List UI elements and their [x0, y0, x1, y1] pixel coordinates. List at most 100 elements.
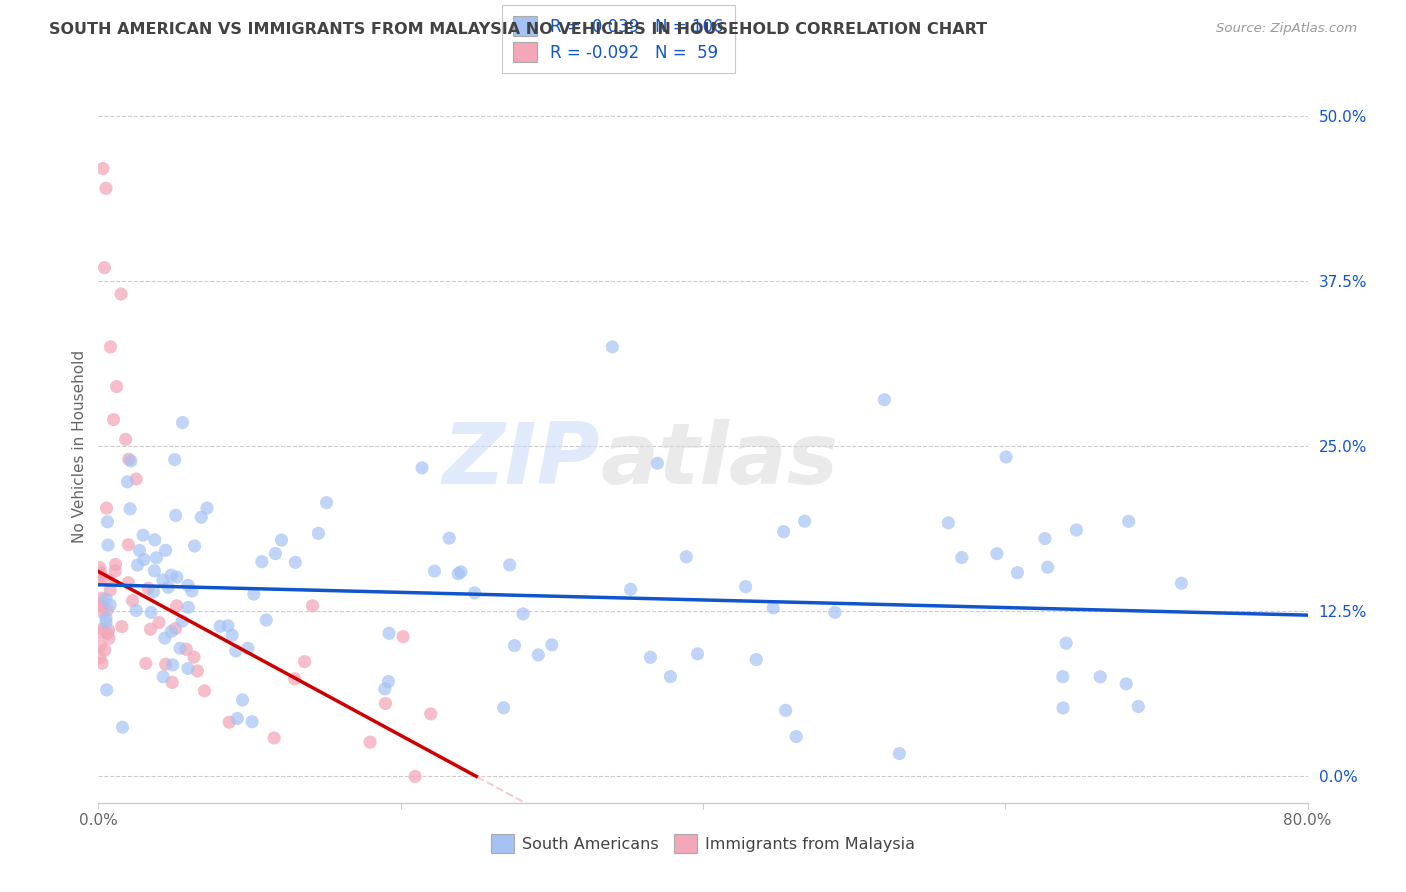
- Point: [160, 624, 183, 639]
- Point: [392, 630, 415, 644]
- Point: [745, 652, 768, 666]
- Point: [125, 472, 148, 486]
- Point: [89, 650, 111, 665]
- Point: [169, 641, 191, 656]
- Point: [936, 516, 959, 530]
- Point: [374, 697, 396, 711]
- Point: [177, 661, 200, 675]
- Point: [110, 287, 132, 301]
- Point: [97, 623, 120, 637]
- Point: [152, 573, 174, 587]
- Point: [503, 639, 526, 653]
- Point: [374, 681, 396, 696]
- Point: [1090, 670, 1112, 684]
- Point: [734, 580, 756, 594]
- Point: [166, 570, 188, 584]
- Point: [91, 622, 114, 636]
- Point: [125, 603, 148, 617]
- Point: [464, 586, 486, 600]
- Point: [111, 720, 134, 734]
- Point: [91, 161, 114, 176]
- Point: [139, 606, 162, 620]
- Point: [90, 626, 112, 640]
- Point: [377, 674, 399, 689]
- Point: [1052, 701, 1074, 715]
- Text: SOUTH AMERICAN VS IMMIGRANTS FROM MALAYSIA NO VEHICLES IN HOUSEHOLD CORRELATION : SOUTH AMERICAN VS IMMIGRANTS FROM MALAYS…: [49, 22, 987, 37]
- Point: [114, 433, 136, 447]
- Point: [950, 550, 973, 565]
- Point: [190, 510, 212, 524]
- Point: [686, 647, 709, 661]
- Point: [172, 614, 194, 628]
- Point: [659, 670, 682, 684]
- Point: [772, 524, 794, 539]
- Point: [785, 730, 807, 744]
- Point: [181, 584, 204, 599]
- Point: [120, 454, 142, 468]
- Point: [284, 555, 307, 569]
- Point: [89, 639, 111, 653]
- Point: [132, 552, 155, 566]
- Point: [96, 603, 118, 617]
- Point: [166, 599, 188, 613]
- Point: [512, 607, 534, 621]
- Point: [127, 558, 149, 573]
- Point: [439, 531, 461, 545]
- Point: [675, 549, 697, 564]
- Point: [96, 682, 118, 697]
- Point: [762, 600, 785, 615]
- Point: [307, 526, 329, 541]
- Point: [824, 605, 846, 619]
- Point: [540, 638, 562, 652]
- Point: [174, 642, 197, 657]
- Point: [793, 514, 815, 528]
- Point: [117, 538, 139, 552]
- Text: atlas: atlas: [600, 418, 838, 502]
- Point: [104, 558, 127, 572]
- Point: [1007, 566, 1029, 580]
- Point: [89, 569, 111, 583]
- Point: [139, 622, 162, 636]
- Point: [160, 568, 183, 582]
- Point: [243, 587, 266, 601]
- Point: [889, 747, 911, 761]
- Point: [236, 641, 259, 656]
- Point: [647, 456, 669, 470]
- Point: [104, 564, 127, 578]
- Point: [94, 643, 117, 657]
- Point: [148, 615, 170, 630]
- Point: [359, 735, 381, 749]
- Point: [450, 565, 472, 579]
- Point: [177, 600, 200, 615]
- Point: [97, 538, 120, 552]
- Point: [117, 575, 139, 590]
- Point: [240, 714, 263, 729]
- Point: [209, 619, 232, 633]
- Point: [172, 416, 194, 430]
- Point: [1128, 699, 1150, 714]
- Point: [250, 555, 273, 569]
- Point: [315, 496, 337, 510]
- Point: [120, 501, 142, 516]
- Point: [136, 582, 159, 596]
- Point: [135, 657, 157, 671]
- Point: [183, 650, 205, 665]
- Point: [94, 615, 117, 630]
- Point: [96, 501, 118, 516]
- Point: [97, 632, 120, 646]
- Point: [89, 597, 111, 611]
- Point: [142, 584, 165, 599]
- Point: [162, 657, 184, 672]
- Point: [986, 547, 1008, 561]
- Point: [96, 515, 118, 529]
- Point: [118, 452, 141, 467]
- Point: [423, 564, 446, 578]
- Point: [183, 539, 205, 553]
- Point: [165, 622, 187, 636]
- Point: [145, 550, 167, 565]
- Point: [419, 706, 441, 721]
- Point: [195, 501, 218, 516]
- Y-axis label: No Vehicles in Household: No Vehicles in Household: [72, 350, 87, 542]
- Point: [254, 613, 277, 627]
- Point: [132, 528, 155, 542]
